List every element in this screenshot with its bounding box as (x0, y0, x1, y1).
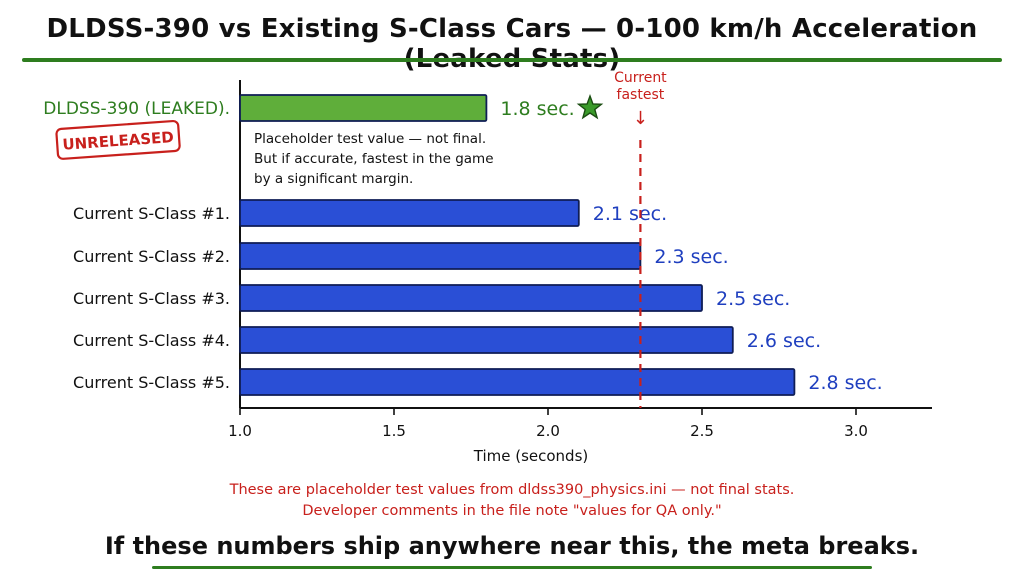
x-tick-label: 1.0 (228, 422, 252, 440)
reference-label-line-2: fastest (617, 87, 665, 103)
x-tick-label: 2.5 (690, 422, 714, 440)
annotation-line: But if accurate, fastest in the game (254, 151, 494, 167)
value-label: 2.8 sec. (808, 372, 882, 394)
footnote-line-1: These are placeholder test values from d… (229, 482, 795, 498)
x-tick-label: 1.5 (382, 422, 406, 440)
badge-frame (55, 119, 181, 160)
punchline-underline (152, 566, 872, 569)
star-icon (576, 93, 604, 120)
bar (239, 368, 796, 396)
reference-arrow-icon: ↓ (633, 108, 648, 129)
bar (239, 284, 703, 312)
value-label: 2.3 sec. (654, 246, 728, 268)
value-label: 2.6 sec. (747, 330, 821, 352)
punchline: If these numbers ship anywhere near this… (104, 532, 920, 560)
value-label: 2.1 sec. (593, 203, 667, 225)
x-axis-title: Time (seconds) (473, 447, 589, 465)
value-label: 2.5 sec. (716, 288, 790, 310)
category-label: Current S-Class #3. (73, 289, 230, 308)
reference-label-line-1: Current (614, 70, 667, 86)
category-label: Current S-Class #4. (73, 331, 230, 350)
value-label: 1.8 sec. (500, 98, 574, 120)
bar (239, 326, 734, 354)
annotation-line: by a significant margin. (254, 171, 413, 187)
bar (239, 199, 580, 227)
annotation-line: Placeholder test value — not final. (254, 131, 486, 147)
bar (239, 242, 642, 270)
category-label: Current S-Class #5. (73, 373, 230, 392)
bar (239, 94, 488, 122)
title-underline (22, 58, 1002, 62)
category-label: Current S-Class #1. (73, 204, 230, 223)
x-tick-label: 2.0 (536, 422, 560, 440)
footnote-line-2: Developer comments in the file note "val… (302, 503, 722, 519)
category-label: DLDSS-390 (LEAKED). (43, 99, 230, 119)
category-label: Current S-Class #2. (73, 247, 230, 266)
unreleased-badge: UNRELEASED (55, 119, 181, 160)
x-tick-label: 3.0 (844, 422, 868, 440)
